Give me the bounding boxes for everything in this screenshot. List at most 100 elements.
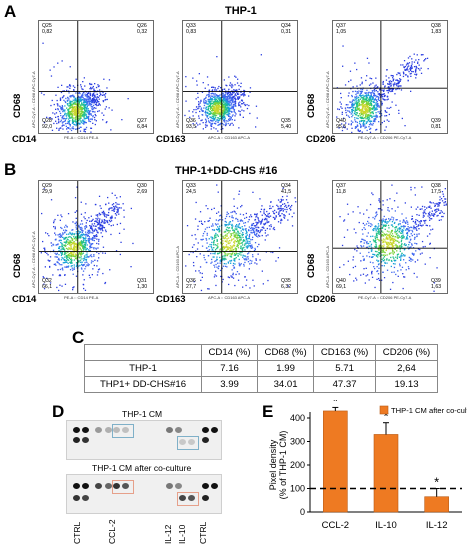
event-point [441,191,444,193]
event-point [403,227,405,229]
event-point [380,246,383,248]
event-point [236,207,239,209]
event-point [96,93,98,96]
event-point [407,76,409,78]
event-point [210,101,212,103]
event-point [68,255,70,257]
event-point [95,229,97,231]
event-point [96,98,98,101]
event-point [223,111,225,113]
event-point [403,244,405,246]
event-point [90,127,93,129]
event-point [232,97,234,99]
event-point [362,102,364,104]
event-point [233,235,235,237]
event-point [244,104,246,107]
event-point [80,115,82,118]
event-point [410,75,412,77]
event-point [384,221,386,224]
event-point [248,229,250,232]
event-point [341,113,343,115]
event-point [224,230,226,233]
event-point [92,97,95,99]
event-point [220,108,222,110]
event-point [59,97,62,99]
event-point [369,241,371,243]
event-point [222,98,224,100]
event-point [387,242,389,244]
event-point [216,98,218,100]
event-point [220,235,222,237]
event-point [212,116,214,118]
event-point [233,111,235,113]
event-point [224,236,226,238]
event-point [396,240,398,242]
quadrant-label: Q32 66,1 [42,278,52,290]
event-point [349,70,352,72]
event-point [60,249,62,251]
event-point [422,54,424,56]
event-point [111,209,113,212]
event-point [369,99,371,101]
event-point [233,205,235,207]
event-point [386,107,388,109]
event-point [96,251,98,253]
event-point [110,218,112,220]
event-point [91,228,94,230]
event-point [202,110,204,112]
event-point [233,267,235,269]
event-point [226,112,228,114]
event-point [361,103,364,105]
event-point [97,214,99,216]
event-point [236,224,238,226]
event-point [216,110,219,113]
event-point [208,226,210,228]
event-point [416,67,418,69]
event-point [54,113,56,115]
event-point [382,83,384,85]
event-point [223,110,225,112]
event-point [67,131,69,133]
event-point [75,224,77,226]
event-point [217,220,220,222]
event-point [358,96,360,98]
event-point [407,226,409,228]
event-point [428,206,431,208]
event-point [229,113,231,115]
event-point [413,254,415,256]
event-point [69,269,72,271]
event-point [357,130,360,132]
quadrant-label: Q26 0,32 [137,23,147,35]
event-point [217,130,219,132]
event-point [195,201,197,204]
event-point [103,114,105,116]
event-point [373,92,375,94]
event-point [97,269,100,271]
event-point [267,234,269,236]
event-point [87,265,89,267]
event-point [413,228,415,230]
event-point [206,103,208,105]
event-point [354,127,356,129]
event-point [49,265,51,268]
event-point [230,250,232,252]
event-point [383,246,385,248]
event-point [84,85,86,87]
event-point [355,112,358,114]
event-point [70,117,72,119]
event-point [254,247,256,250]
event-point [67,259,69,261]
event-point [79,116,81,118]
event-point [96,104,98,107]
event-point [207,250,209,252]
event-point [78,101,80,103]
quadrant-percent: 27,7 [186,283,197,290]
event-point [251,232,253,234]
event-point [240,82,242,84]
event-point [360,101,363,103]
event-point [238,223,241,225]
event-point [64,266,66,268]
event-point [382,250,384,252]
event-point [395,273,397,276]
event-point [243,258,245,260]
